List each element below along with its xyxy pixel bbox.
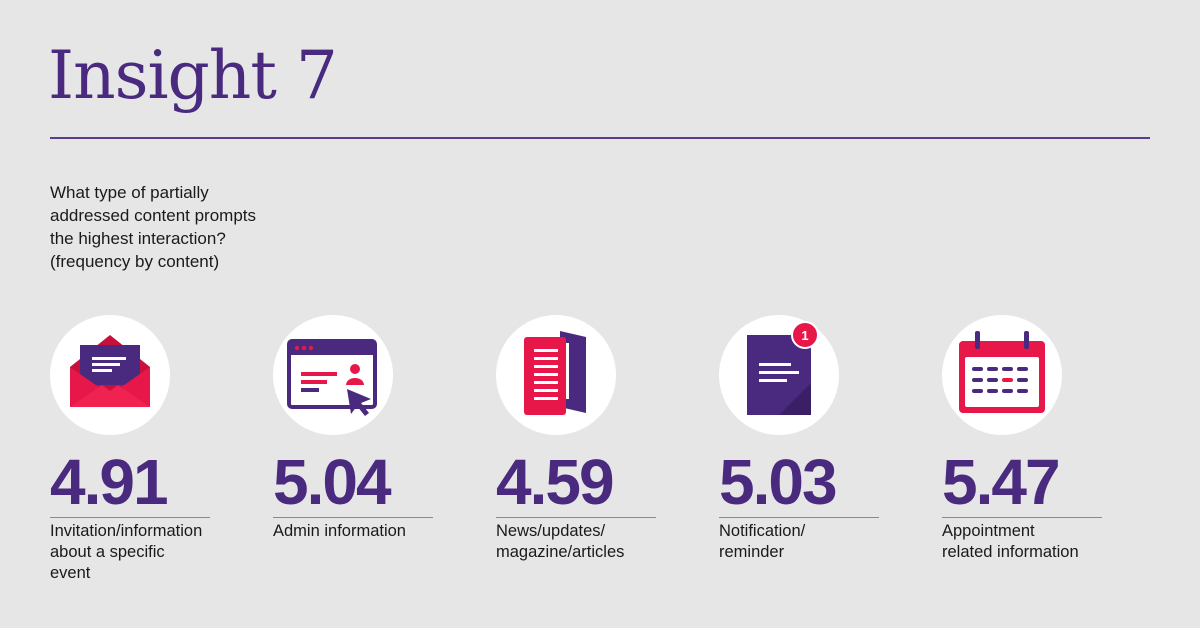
label-line: magazine/articles: [496, 543, 625, 561]
question-text: What type of partially addressed content…: [50, 181, 310, 273]
calendar-icon: [942, 315, 1062, 435]
envelope-icon: [50, 315, 170, 435]
question-line: the highest interaction?: [50, 229, 226, 248]
magazine-icon: [496, 315, 616, 435]
notification-document-icon: 1: [719, 315, 839, 435]
card-divider: [273, 517, 433, 518]
insight-label: Appointment related information: [942, 521, 1112, 563]
insight-value: 5.03: [719, 446, 838, 518]
question-line: addressed content prompts: [50, 206, 257, 225]
insight-label: Admin information: [273, 521, 443, 542]
label-line: about a specific: [50, 543, 165, 561]
label-line: Appointment: [942, 522, 1035, 540]
insight-card-notification: 1 5.03 Notification/ reminder: [719, 315, 889, 563]
card-divider: [719, 517, 879, 518]
insight-card-invitation: 4.91 Invitation/information about a spec…: [50, 315, 220, 584]
label-line: related information: [942, 543, 1079, 561]
label-line: News/updates/: [496, 522, 606, 540]
label-line: Invitation/information: [50, 522, 203, 540]
insight-value: 5.47: [942, 446, 1061, 518]
insight-value: 4.91: [50, 446, 169, 518]
insight-card-appointment: 5.47 Appointment related information: [942, 315, 1112, 563]
insight-label: Invitation/information about a specific …: [50, 521, 220, 584]
label-line: reminder: [719, 543, 785, 561]
card-divider: [496, 517, 656, 518]
insight-value: 5.04: [273, 446, 392, 518]
question-line: What type of partially: [50, 183, 209, 202]
insight-label: News/updates/ magazine/articles: [496, 521, 666, 563]
insight-card-admin: 5.04 Admin information: [273, 315, 443, 542]
card-divider: [942, 517, 1102, 518]
label-line: Notification/: [719, 522, 806, 540]
label-line: event: [50, 564, 91, 582]
insight-label: Notification/ reminder: [719, 521, 889, 563]
question-line: (frequency by content): [50, 252, 220, 271]
insight-card-news: 4.59 News/updates/ magazine/articles: [496, 315, 666, 563]
notification-badge: 1: [801, 328, 808, 343]
title-divider: [50, 137, 1150, 139]
page-title: Insight 7: [48, 37, 338, 114]
card-divider: [50, 517, 210, 518]
admin-window-icon: [273, 315, 393, 435]
insight-value: 4.59: [496, 446, 615, 518]
label-line: Admin information: [273, 522, 406, 540]
